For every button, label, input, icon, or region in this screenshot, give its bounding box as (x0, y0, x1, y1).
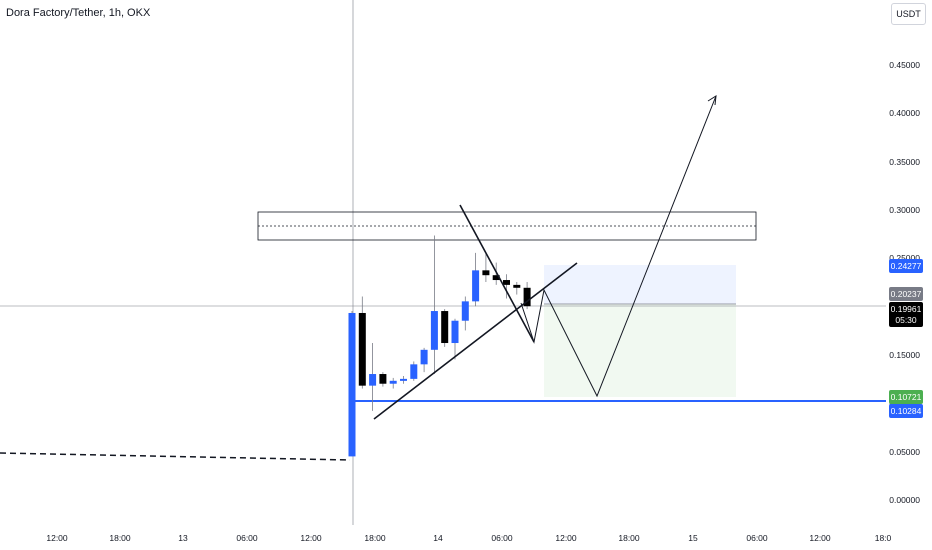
descending-trendline[interactable] (459, 204, 535, 343)
x-tick-label: 12:00 (300, 533, 322, 543)
candle-bearish[interactable] (503, 280, 510, 285)
x-tick-label: 06:00 (746, 533, 768, 543)
candle-bearish[interactable] (379, 374, 387, 384)
candle-bearish[interactable] (523, 287, 531, 307)
y-tick-label: 0.15000 (889, 350, 920, 360)
x-tick-label: 18:00 (109, 533, 131, 543)
x-tick-label: 12:00 (555, 533, 577, 543)
time-axis[interactable]: 12:00 18:00 13 06:00 12:00 18:00 14 06:00 12:00 1… (46, 533, 891, 543)
projection-path[interactable] (520, 95, 717, 398)
x-tick-label: 18:0 (875, 533, 892, 543)
x-tick-label: 06:00 (236, 533, 258, 543)
y-tick-label: 0.05000 (889, 447, 920, 457)
y-tick-label: 0.25000 (889, 253, 920, 263)
candle-bearish[interactable] (441, 311, 449, 344)
candle-bullish[interactable] (472, 270, 480, 302)
badge-entry-price: 0.20237 (889, 287, 923, 301)
y-tick-label: 0.00000 (889, 495, 920, 505)
projection-arrowhead (707, 95, 717, 106)
candle-bullish[interactable] (400, 378, 407, 381)
candle-bullish[interactable] (430, 311, 438, 350)
y-tick-label: 0.40000 (889, 108, 920, 118)
chart-title: Dora Factory/Tether, 1h, OKX (6, 7, 151, 19)
x-tick-label: 15 (688, 533, 698, 543)
position-profit-zone (544, 265, 736, 304)
badge-support-text: 0.10284 (891, 406, 922, 416)
candle-bullish[interactable] (389, 380, 397, 384)
badge-entry-text: 0.20237 (891, 289, 922, 299)
badge-stop-text: 0.10721 (891, 392, 922, 402)
candle-bullish[interactable] (451, 320, 459, 344)
prehistory-price-line (0, 452, 351, 461)
x-tick-label: 12:00 (46, 533, 68, 543)
ascending-trendline[interactable] (373, 262, 578, 420)
badge-countdown-text: 05:30 (895, 315, 917, 325)
candle-bullish[interactable] (369, 374, 377, 386)
badge-target-price: 0.24277 (889, 259, 923, 273)
candle-bullish[interactable] (420, 349, 428, 365)
badge-support-price: 0.10284 (889, 404, 923, 418)
candle-bearish[interactable] (492, 275, 500, 281)
x-tick-label: 13 (178, 533, 188, 543)
candle-bullish[interactable] (348, 312, 356, 457)
y-tick-label: 0.35000 (889, 157, 920, 167)
candle-bullish[interactable] (410, 364, 418, 379)
badge-stop-price: 0.10721 (889, 390, 923, 404)
currency-label[interactable]: USDT (891, 3, 926, 25)
candle-bearish[interactable] (513, 284, 521, 288)
candle-bearish[interactable] (482, 270, 490, 276)
x-tick-label: 12:00 (809, 533, 831, 543)
position-loss-zone (544, 304, 736, 397)
badge-last-price-text: 0.19961 (891, 304, 922, 314)
y-tick-label: 0.45000 (889, 60, 920, 70)
x-tick-label: 18:00 (618, 533, 640, 543)
x-tick-label: 14 (433, 533, 443, 543)
badge-target-text: 0.24277 (891, 261, 922, 271)
x-tick-label: 18:00 (364, 533, 386, 543)
y-tick-label: 0.30000 (889, 205, 920, 215)
candlestick-series (348, 235, 531, 457)
candle-bullish[interactable] (461, 301, 469, 321)
candle-bearish[interactable] (358, 312, 366, 386)
price-axis[interactable]: 0.45000 0.40000 0.35000 0.30000 0.25000 0.150… (889, 60, 920, 505)
badge-last-price: 0.19961 05:30 (889, 302, 923, 327)
x-tick-label: 06:00 (491, 533, 513, 543)
